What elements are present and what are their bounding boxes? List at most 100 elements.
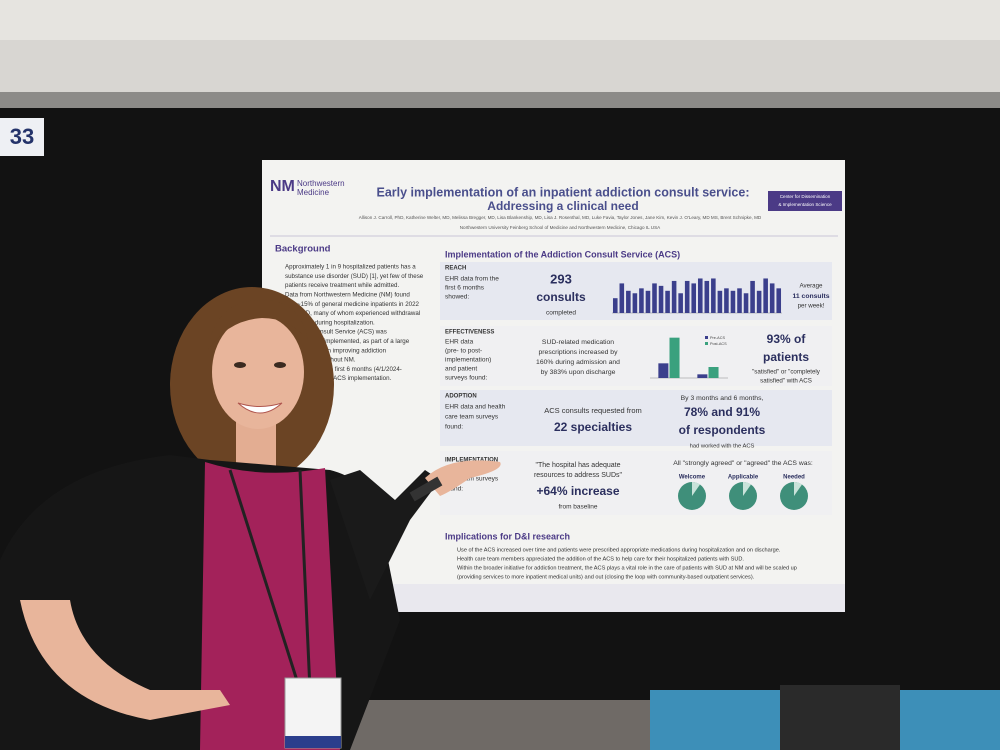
row-source: EHR data from the bbox=[445, 276, 499, 283]
implications-text: Use of the ACS increased over time and p… bbox=[457, 547, 797, 580]
finding-line: 160% during admission and bbox=[536, 359, 620, 366]
finding-line: prescriptions increased by bbox=[539, 349, 619, 356]
bar bbox=[678, 293, 683, 313]
pie-row: Welcome Applicable Needed bbox=[678, 475, 808, 510]
hand bbox=[425, 460, 501, 496]
section-heading: Implementation of the Addiction Consult … bbox=[445, 249, 680, 259]
reach-chart bbox=[612, 278, 782, 314]
bar bbox=[717, 290, 723, 313]
poster-title: Early implementation of an inpatient add… bbox=[377, 185, 750, 199]
pie-label: Applicable bbox=[728, 475, 759, 481]
affiliation: Northwestern University Feinberg School … bbox=[460, 225, 661, 230]
note: All "strongly agreed" or "agreed" the AC… bbox=[673, 460, 813, 467]
big-number: 78% and 91% bbox=[684, 405, 760, 419]
bar bbox=[737, 288, 742, 313]
pie-slice bbox=[692, 482, 700, 496]
big-number: 22 specialties bbox=[554, 420, 632, 434]
center-name: Center for Dissemination bbox=[780, 194, 831, 199]
row-source-line: (pre- to post- bbox=[445, 348, 482, 355]
note: 11 consults bbox=[792, 293, 829, 300]
poster-subtitle: Addressing a clinical need bbox=[487, 199, 638, 213]
pie-label: Needed bbox=[783, 475, 805, 481]
hair-front bbox=[208, 300, 308, 350]
bar bbox=[658, 285, 664, 313]
name-badge-band bbox=[285, 736, 341, 748]
bar bbox=[756, 290, 762, 313]
eye bbox=[274, 362, 286, 368]
section-heading: Implications for D&I research bbox=[445, 531, 570, 541]
bar bbox=[750, 280, 755, 313]
background-line: that ~15% of general medicine inpatients… bbox=[285, 301, 420, 308]
bar bbox=[704, 280, 710, 313]
implication-line: Health care team members appreciated the… bbox=[457, 556, 744, 562]
authors: Allison J. Carroll, PhD, Katherine Welte… bbox=[359, 215, 762, 220]
finding-line: SUD-related medication bbox=[542, 339, 614, 346]
bar bbox=[776, 288, 782, 313]
bar bbox=[626, 290, 631, 313]
row-source: care team surveys bbox=[445, 414, 499, 421]
eye bbox=[234, 362, 246, 368]
note: from baseline bbox=[558, 504, 597, 511]
note: Average bbox=[800, 283, 823, 290]
bar bbox=[619, 283, 625, 313]
bar bbox=[691, 283, 697, 313]
background-line: designed and implemented, as part of a l… bbox=[285, 338, 410, 345]
note: per week! bbox=[798, 303, 825, 310]
background-line: effort focused on improving addiction bbox=[285, 347, 387, 354]
quote: "The hospital has adequate bbox=[536, 462, 621, 469]
note: completed bbox=[546, 310, 576, 317]
row-source: showed: bbox=[445, 294, 469, 301]
background-line: 9/30/2024) of the ACS implementation. bbox=[285, 375, 392, 382]
note: By 3 months and 6 months, bbox=[681, 395, 764, 402]
implication-line: Within the broader initiative for addict… bbox=[457, 565, 797, 571]
big-number: patients bbox=[763, 350, 809, 364]
legend-label: Pre-ACS bbox=[710, 336, 725, 340]
smile bbox=[237, 402, 283, 414]
pie-label: Welcome bbox=[679, 475, 706, 481]
center-badge bbox=[768, 191, 842, 211]
quote: resources to address SUDs" bbox=[534, 472, 623, 479]
implementation-band bbox=[440, 451, 832, 515]
row-source-line: EHR data bbox=[445, 339, 474, 346]
bar bbox=[763, 278, 768, 313]
row-source-line: surveys found: bbox=[445, 375, 487, 382]
bar bbox=[612, 298, 618, 313]
bar bbox=[671, 280, 677, 313]
note: satisfied" with ACS bbox=[760, 378, 812, 385]
bar bbox=[743, 293, 749, 313]
row-source: EHR data and health bbox=[445, 404, 506, 411]
bar bbox=[684, 280, 690, 313]
finding-line: by 383% upon discharge bbox=[541, 369, 616, 376]
row-source: care team surveys bbox=[445, 476, 499, 483]
row-source: first 6 months bbox=[445, 285, 485, 292]
big-number: 93% of bbox=[767, 332, 807, 346]
bar bbox=[665, 290, 670, 313]
background-line: Addiction Consult Service (ACS) was bbox=[285, 329, 387, 336]
row-source-line: implementation) bbox=[445, 357, 491, 364]
background-line: patients receive treatment while admitte… bbox=[285, 282, 399, 289]
pie-slice bbox=[794, 482, 802, 496]
implication-line: (providing services to more inpatient me… bbox=[457, 574, 755, 580]
background-line: substance use disorder (SUD) [1], yet fe… bbox=[285, 273, 424, 280]
bar bbox=[769, 283, 775, 313]
finding: ACS consults requested from bbox=[544, 406, 642, 415]
big-number: +64% increase bbox=[536, 484, 619, 498]
bar bbox=[708, 367, 719, 378]
board-number: 33 bbox=[10, 124, 34, 149]
background-text: Approximately 1 in 9 hospitalized patien… bbox=[285, 264, 424, 383]
bar bbox=[724, 288, 729, 313]
row-label: ADOPTION bbox=[445, 394, 477, 400]
row-label: REACH bbox=[445, 266, 466, 272]
row-source-line: and patient bbox=[445, 366, 477, 373]
row-finding: SUD-related medication prescriptions incr… bbox=[536, 339, 620, 376]
background-line: We evaluated the first 6 months (4/1/202… bbox=[285, 366, 402, 373]
bar bbox=[658, 363, 669, 378]
big-number: consults bbox=[536, 290, 586, 304]
bar bbox=[652, 283, 657, 313]
person bbox=[0, 287, 501, 750]
bar bbox=[697, 278, 703, 313]
logo-text: Northwestern bbox=[297, 179, 345, 188]
ceiling-panel bbox=[0, 0, 1000, 40]
legend-swatch bbox=[705, 342, 708, 345]
